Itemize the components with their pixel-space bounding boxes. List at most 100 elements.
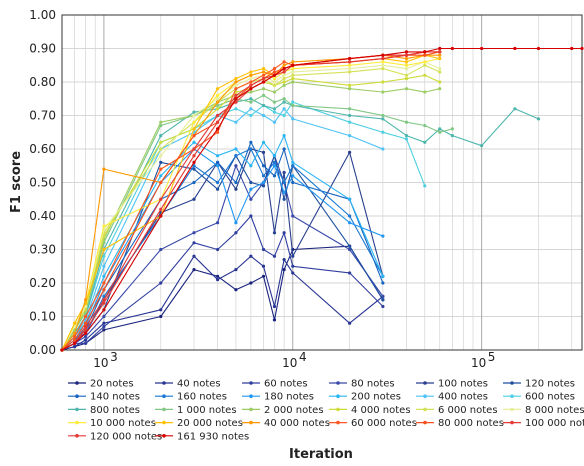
data-point [381,63,385,67]
data-point [261,80,266,84]
data-point [234,83,238,87]
legend-item: 180 notes [242,392,314,403]
data-point [438,130,442,134]
data-point [249,254,253,258]
data-point [291,67,295,71]
series-line [61,101,426,351]
y-tick-label: 1.00 [29,8,56,22]
data-point [159,147,163,151]
data-point [291,100,295,104]
data-point [282,231,286,235]
data-point [282,134,286,138]
legend-item: 2 000 notes [242,405,324,416]
data-point [249,113,253,118]
data-point [102,264,106,268]
series-20-000-notes [60,53,442,352]
data-point [159,314,163,319]
y-tick-label: 0.70 [29,109,56,123]
data-point [216,247,220,252]
data-point [192,134,196,138]
data-point [348,321,352,325]
data-point [102,308,106,312]
data-point [291,60,295,64]
data-point [513,46,517,51]
data-point [404,67,409,71]
data-point [423,123,427,128]
data-point [381,274,385,278]
data-point [423,184,427,188]
data-point [282,73,286,77]
data-point [423,60,427,64]
data-point [423,140,427,144]
data-point [216,93,220,97]
series-line [61,61,440,351]
data-point [291,103,295,108]
data-point [102,321,106,325]
y-tick-label: 0.90 [29,42,56,56]
data-point [438,53,442,57]
data-point [404,134,409,138]
legend-label: 161 930 notes [177,431,249,442]
legend-swatch-marker [75,407,79,412]
data-point [102,247,106,252]
data-point [272,67,277,71]
legend-item: 40 notes [155,379,221,390]
legend-swatch-marker [510,394,514,399]
data-point [159,214,163,218]
legend-label: 100 000 notes [525,418,584,429]
data-point [291,174,295,178]
series-line [61,54,440,351]
data-point [438,127,442,131]
data-point [83,321,88,325]
legend-swatch-marker [510,420,514,425]
data-point [348,247,352,252]
data-point [348,60,352,64]
legend-item: 120 000 notes [68,431,162,442]
data-point [216,127,220,131]
data-point [282,197,286,201]
data-point [513,107,517,111]
legend-label: 120 000 notes [90,431,162,442]
data-point [272,318,277,322]
data-point [450,134,454,138]
data-point [404,56,409,61]
data-point [272,107,277,111]
data-point [282,63,286,67]
legend-swatch-marker [162,434,166,438]
data-point [272,231,277,235]
data-point [234,77,238,81]
data-point [249,83,253,87]
data-point [438,87,442,91]
data-point [438,80,442,84]
data-point [192,180,196,185]
data-point [291,214,295,218]
data-point [348,134,352,138]
data-point [249,140,253,144]
data-point [249,180,253,185]
legend-label: 140 notes [90,392,140,403]
data-point [381,53,385,57]
legend: 20 notes 40 notes 60 notes 80 notes 100 note… [68,379,584,442]
y-tick-label: 0.00 [29,343,56,357]
data-point [348,83,352,87]
data-point [234,221,238,225]
data-point [234,180,238,185]
legend-label: 200 notes [351,392,401,403]
data-point [159,180,163,185]
data-point [234,154,238,158]
data-point [348,56,352,61]
data-point [102,294,106,298]
data-point [102,274,106,278]
legend-swatch-marker [162,407,166,412]
data-point [282,97,286,101]
data-point [159,160,163,164]
legend-swatch-marker [336,407,340,412]
data-point [234,93,238,97]
data-point [249,97,253,101]
data-point [249,80,253,84]
legend-swatch-marker [162,394,166,399]
data-point [192,231,196,235]
y-tick-label: 0.50 [29,176,56,190]
data-point [261,150,266,154]
